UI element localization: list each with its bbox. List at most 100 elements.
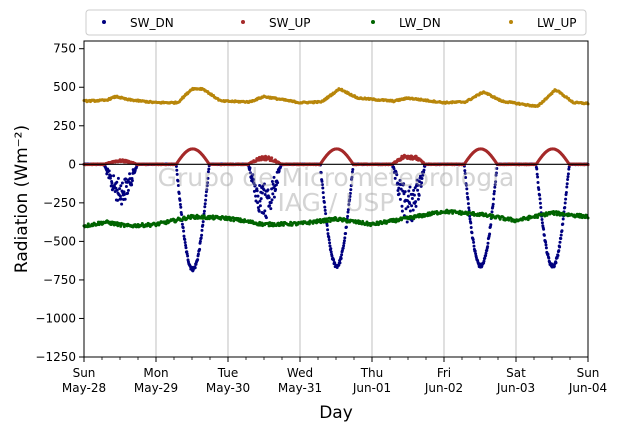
sw-dn-point (392, 167, 396, 171)
sw-dn-point (558, 245, 562, 249)
sw-dn-point (319, 171, 323, 175)
sw-dn-point (266, 188, 270, 192)
sw-dn-point (206, 176, 210, 180)
sw-dn-point (338, 261, 342, 265)
sw-dn-point (346, 214, 350, 218)
sw-dn-point (463, 169, 467, 173)
y-tick-label: −500 (43, 234, 76, 248)
sw-dn-point (349, 184, 353, 188)
sw-dn-point (561, 222, 565, 226)
x-tick-label-date: May-29 (134, 381, 178, 395)
sw-dn-point (112, 174, 116, 178)
sw-dn-point (122, 190, 126, 194)
sw-dn-point (327, 238, 331, 242)
sw-dn-point (328, 241, 332, 245)
sw-dn-point (464, 176, 468, 180)
y-axis-label: Radiation (Wm⁻²) (12, 125, 32, 273)
sw-dn-point (490, 210, 494, 214)
sw-dn-point (537, 187, 541, 191)
y-tick-label: −750 (43, 273, 76, 287)
sw-dn-point (536, 181, 540, 185)
sw-dn-point (547, 256, 551, 260)
sw-dn-point (323, 205, 327, 209)
sw-dn-point (325, 224, 329, 228)
sw-dn-point (206, 170, 210, 174)
legend-marker (371, 20, 375, 24)
sw-dn-point (410, 219, 414, 223)
sw-dn-point (559, 237, 563, 241)
sw-dn-point (566, 175, 570, 179)
sw-dn-point (397, 186, 401, 190)
sw-dn-point (408, 202, 412, 206)
sw-dn-point (262, 182, 266, 186)
sw-dn-point (472, 240, 476, 244)
sw-dn-point (270, 179, 274, 183)
sw-dn-point (257, 209, 261, 213)
sw-dn-point (535, 167, 539, 171)
sw-dn-point (566, 177, 570, 181)
legend-label: SW_DN (130, 16, 174, 30)
sw-dn-point (350, 170, 354, 174)
sw-dn-point (270, 198, 274, 202)
sw-dn-point (110, 181, 114, 185)
sw-dn-point (492, 192, 496, 196)
sw-dn-point (398, 178, 402, 182)
sw-dn-point (486, 241, 490, 245)
x-tick-label-date: Jun-03 (496, 381, 535, 395)
sw-dn-point (405, 220, 409, 224)
x-tick-label-day: Tue (217, 366, 239, 380)
lw-dn-point (526, 218, 530, 222)
lw-dn-point (172, 218, 176, 222)
sw-dn-point (463, 171, 467, 175)
lw-dn-point (412, 217, 416, 221)
sw-dn-point (544, 240, 548, 244)
sw-dn-point (123, 197, 127, 201)
plot-area (84, 41, 588, 357)
sw-dn-point (485, 249, 489, 253)
sw-dn-point (491, 205, 495, 208)
sw-dn-point (557, 249, 561, 253)
sw-dn-point (205, 184, 209, 188)
x-axis: SunMay-28MonMay-29TueMay-30WedMay-31ThuJ… (62, 357, 607, 395)
sw-dn-point (183, 241, 187, 245)
sw-dn-point (465, 187, 469, 191)
sw-dn-point (552, 264, 556, 268)
sw-dn-point (115, 188, 119, 192)
sw-dn-point (126, 191, 130, 195)
sw-dn-point (321, 186, 325, 190)
sw-dn-point (203, 202, 207, 206)
sw-dn-point (256, 201, 260, 205)
sw-dn-point (350, 175, 354, 179)
sw-dn-point (323, 208, 327, 212)
sw-dn-point (410, 196, 414, 200)
sw-dn-point (566, 172, 570, 176)
sw-dn-point (269, 207, 273, 211)
x-tick-label-day: Mon (143, 366, 168, 380)
sw-dn-point (396, 189, 400, 193)
sw-dn-point (322, 200, 326, 204)
lw-dn-point (119, 224, 123, 228)
y-tick-label: 250 (53, 119, 76, 133)
sw-dn-point (204, 198, 208, 202)
sw-dn-point (474, 252, 478, 256)
sw-dn-point (182, 229, 186, 233)
sw-dn-point (348, 194, 352, 198)
sw-dn-point (416, 183, 420, 187)
x-tick-label-date: Jun-01 (352, 381, 391, 395)
sw-dn-point (256, 206, 260, 210)
sw-dn-point (492, 189, 496, 193)
sw-dn-point (130, 179, 134, 183)
sw-dn-point (118, 194, 122, 198)
sw-up-point (270, 156, 274, 160)
sw-dn-point (565, 182, 569, 186)
sw-dn-point (564, 191, 568, 195)
sw-dn-point (466, 197, 470, 201)
sw-dn-point (178, 198, 182, 202)
sw-dn-point (466, 202, 470, 206)
legend-marker (102, 20, 106, 24)
sw-dn-point (344, 232, 348, 236)
x-tick-label-day: Wed (287, 366, 313, 380)
y-tick-label: −1250 (35, 350, 76, 364)
lw-dn-point (318, 217, 322, 221)
sw-dn-point (193, 266, 197, 270)
